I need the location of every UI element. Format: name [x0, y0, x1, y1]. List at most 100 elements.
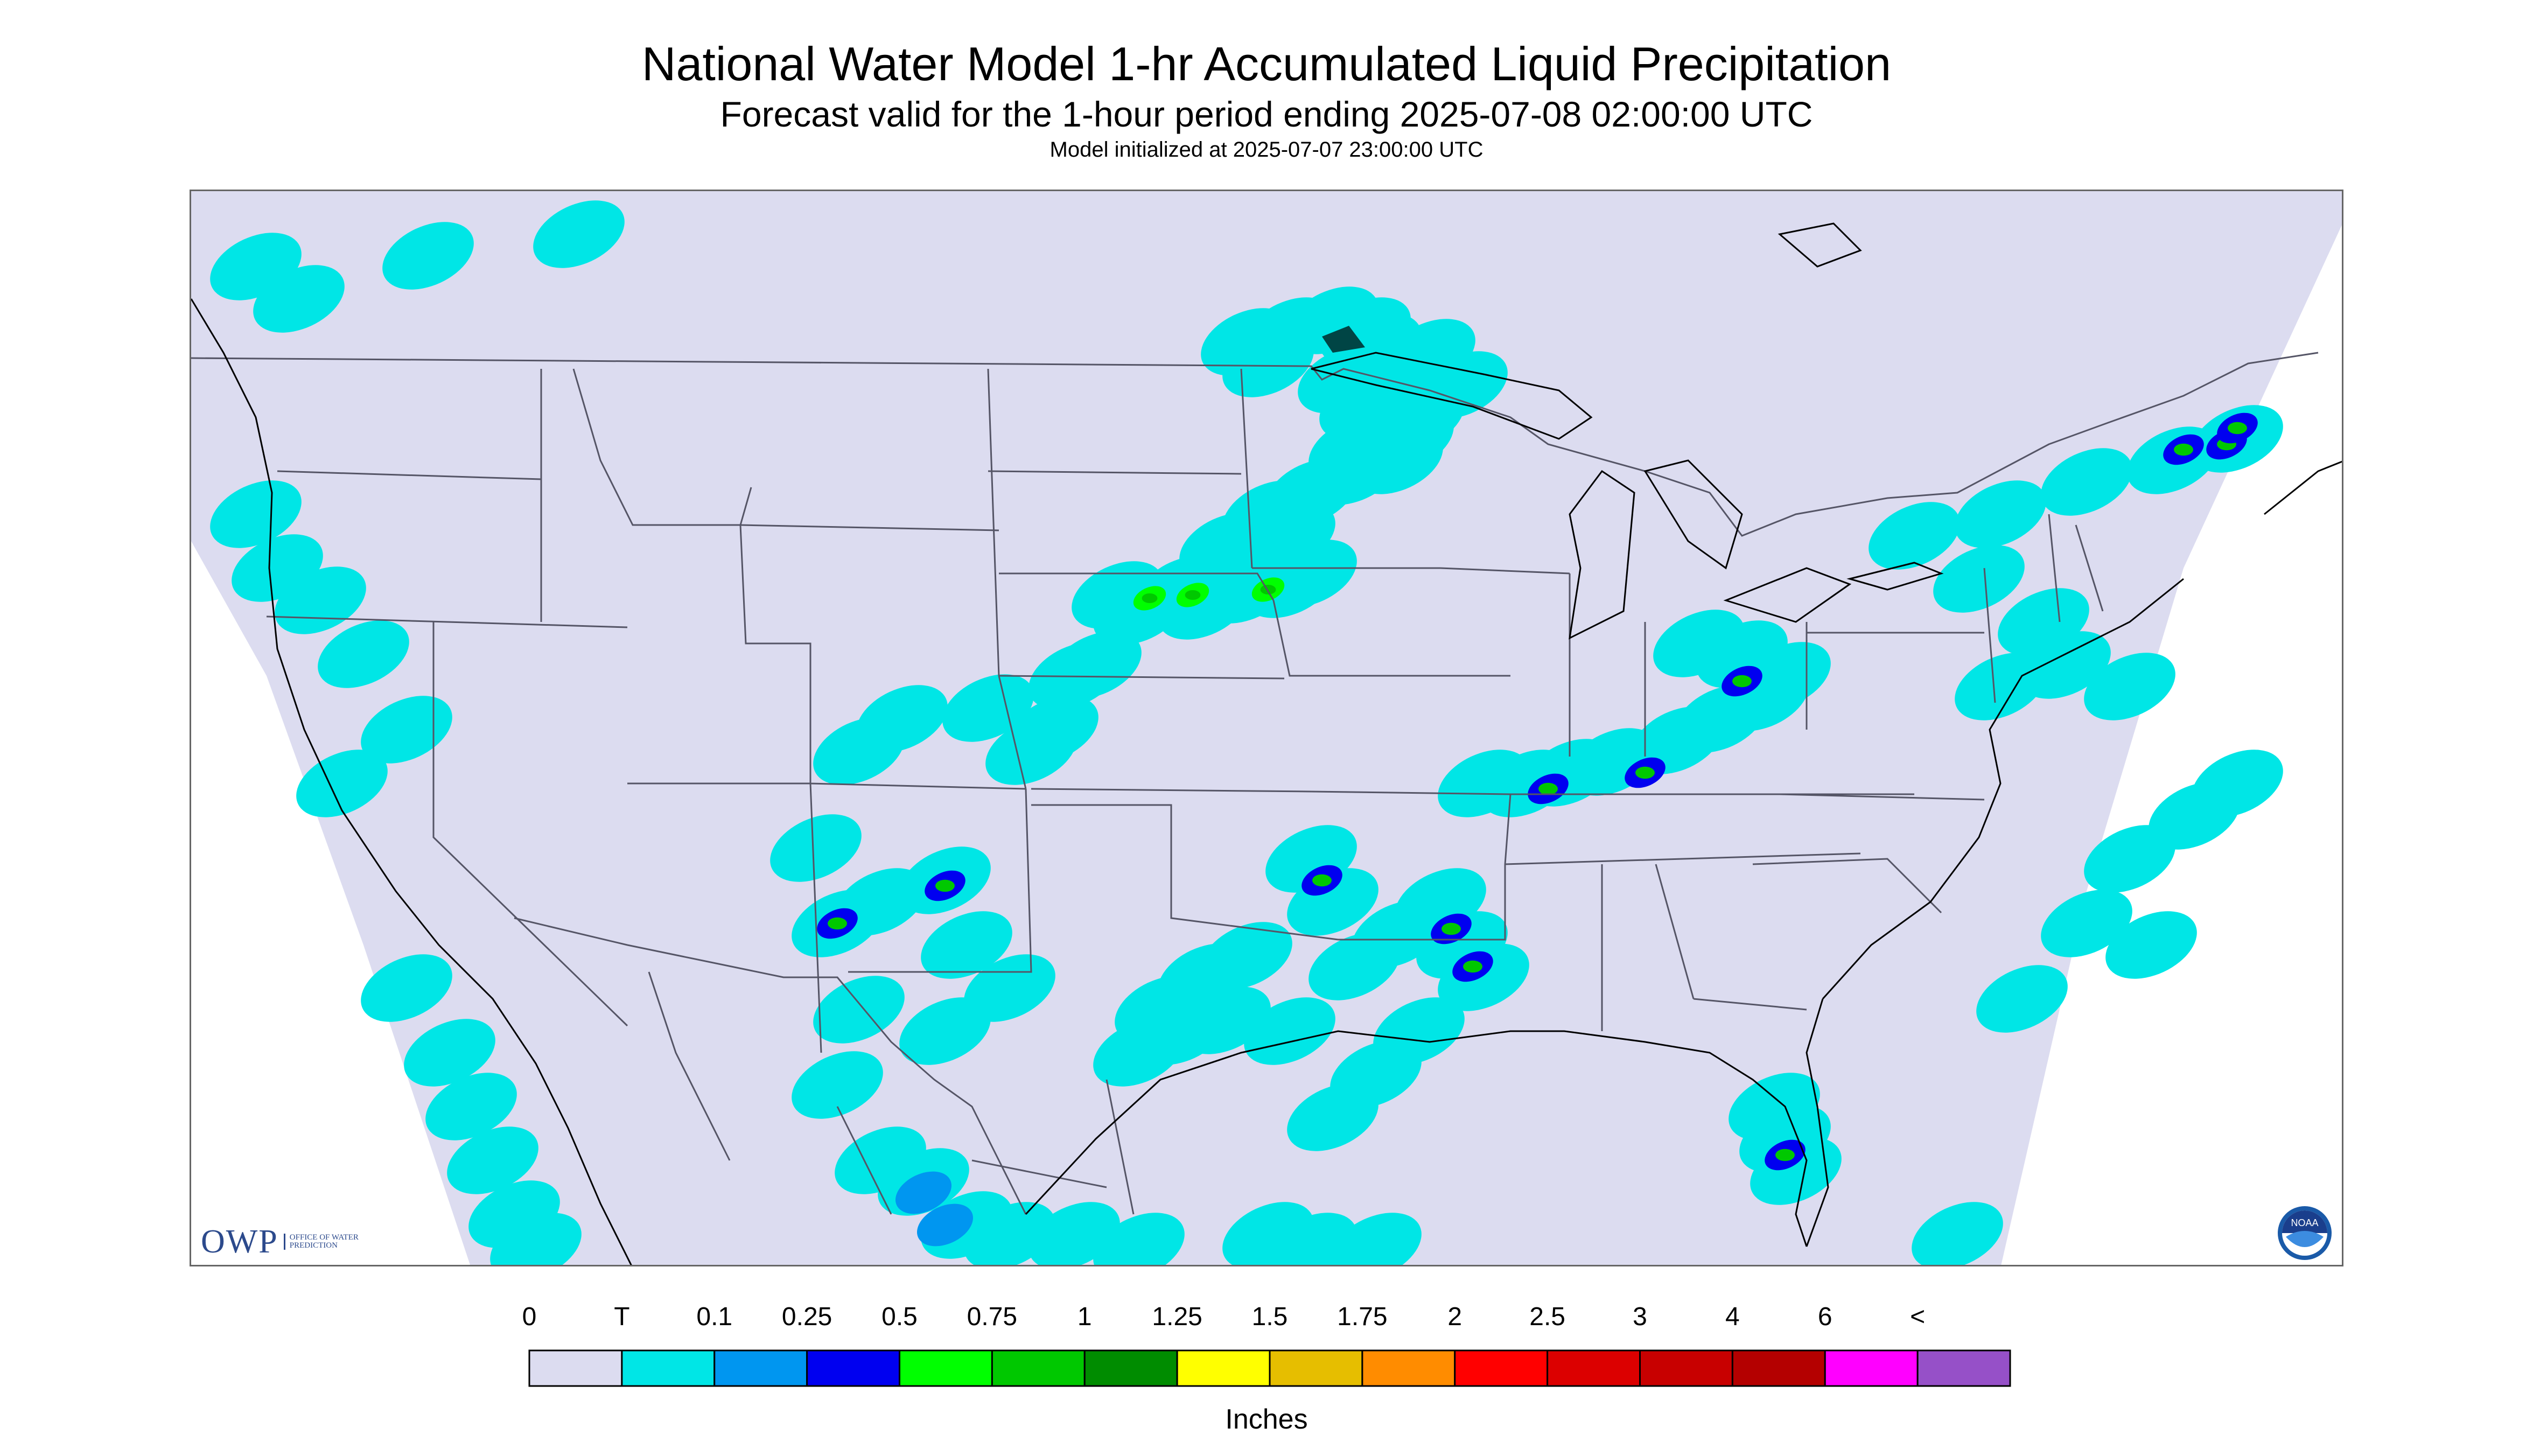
- precip-cell-northern-minnesota-5: [1319, 373, 1411, 440]
- legend-label-1: T: [614, 1303, 630, 1331]
- legend-bin-4: [899, 1349, 993, 1387]
- legend-bin-14: [1824, 1349, 1919, 1387]
- legend-label-12: 3: [1633, 1303, 1647, 1331]
- wa-or-line: [277, 470, 542, 480]
- model-domain-area: [191, 191, 2342, 1265]
- ga-fl-line: [1693, 998, 1807, 1011]
- hudson-bay-island: [1778, 222, 1862, 268]
- tn-south: [1505, 852, 1861, 865]
- sd-ne-line: [999, 572, 1275, 601]
- florida-east-coast: [1806, 998, 1829, 1247]
- model-init-line: Model initialized at 2025-07-07 23:00:00…: [1049, 138, 1484, 162]
- montana-east: [987, 368, 1000, 676]
- or-ca-nv-line: [266, 615, 628, 628]
- legend-label-0: 0: [522, 1303, 537, 1331]
- precip-cell-mexico-core-0: [917, 1203, 973, 1247]
- precip-cell-pacific-northwest-5: [296, 750, 388, 817]
- precip-cell-ohio-valley-band-9: [1653, 610, 1745, 677]
- precip-cell-baja-pacific-1: [425, 1073, 517, 1140]
- precip-core-northeast-core-2: [2228, 422, 2247, 435]
- precip-core-florida-core-0: [1775, 1149, 1795, 1161]
- precip-cell-northeast-band-5: [1933, 545, 2025, 613]
- legend-bin-2: [713, 1349, 808, 1387]
- precip-cell-gulf-cells-6: [1330, 1213, 1422, 1265]
- precip-core-nebraska-iowa-core-0: [1185, 590, 1201, 600]
- precip-cell-pacific-northwest-0: [210, 480, 302, 548]
- al-ga-line: [1655, 864, 1695, 999]
- precip-core-ohio-valley-core-0: [1538, 782, 1558, 795]
- legend-bin-0: [528, 1349, 623, 1387]
- precip-cell-new-mexico-cells-2: [921, 911, 1012, 979]
- map-canvas: [191, 191, 2342, 1265]
- precip-core-new-mexico-core-0: [935, 879, 955, 892]
- precip-core-ohio-valley-core-2: [1635, 766, 1655, 779]
- legend-bin-13: [1731, 1349, 1826, 1387]
- precip-cell-florida-2: [1729, 1073, 1820, 1140]
- gulf-coast: [1025, 1030, 1808, 1247]
- precip-cell-northern-mexico-cells-0: [792, 1051, 883, 1119]
- legend-bin-8: [1269, 1349, 1363, 1387]
- legend-label-13: 4: [1725, 1303, 1740, 1331]
- precip-cell-nebraska-iowa-band-4: [1265, 540, 1357, 607]
- legend-bin-11: [1547, 1349, 1641, 1387]
- co-ks-line: [998, 675, 1027, 789]
- noaa-logo-text: NOAA: [2291, 1217, 2318, 1228]
- us-mexico-border: [514, 917, 1027, 1215]
- precip-cell-pacific-northwest-7: [253, 265, 345, 333]
- legend-bin-1: [621, 1349, 716, 1387]
- precip-cell-lake-superior-north-2: [1416, 351, 1508, 419]
- precip-cell-pacific-northwest-8: [382, 222, 474, 290]
- legend-label-11: 2.5: [1529, 1303, 1565, 1331]
- precip-cell-pacific-northwest-4: [361, 696, 452, 764]
- precip-cell-northern-mexico-cells-8: [899, 997, 991, 1065]
- precip-cell-baja-pacific-0: [404, 1019, 495, 1087]
- iowa-mo-line: [1272, 600, 1510, 677]
- precip-cell-mexico-core-1: [895, 1171, 951, 1214]
- precip-cell-gulf-cells-2: [1244, 997, 1335, 1065]
- precip-core-northeast-core-1: [2174, 443, 2193, 456]
- precip-cell-northern-mexico-cells-7: [813, 976, 905, 1044]
- legend-label-7: 1.25: [1152, 1303, 1202, 1331]
- precip-cell-southeast-atlantic-5: [2105, 911, 2197, 979]
- legend-bin-7: [1176, 1349, 1271, 1387]
- precip-cell-mississippi-cells-4: [1309, 933, 1400, 1000]
- precip-cell-minnesota-wisconsin-line-3: [1352, 426, 1443, 494]
- montana-south: [740, 524, 999, 531]
- precip-cell-northern-mexico-cells-6: [1093, 1213, 1185, 1265]
- ok-tx-line: [1031, 804, 1339, 941]
- pacific-coast: [191, 298, 632, 1265]
- precip-cell-southeast-atlantic-1: [2041, 890, 2132, 957]
- nd-sd-line: [988, 470, 1242, 475]
- legend-label-4: 0.5: [881, 1303, 918, 1331]
- precip-core-new-mexico-core-1: [828, 917, 847, 930]
- nm-tx-line: [848, 788, 1032, 973]
- precip-core-mississippi-core-1: [1463, 960, 1482, 973]
- legend-bin-12: [1639, 1349, 1733, 1387]
- precip-cell-northeast-band-8: [1955, 653, 2046, 720]
- nd-mn-line: [1240, 368, 1253, 569]
- legend-label-14: 6: [1817, 1303, 1832, 1331]
- legend-label-9: 1.75: [1337, 1303, 1388, 1331]
- legend-label-15: <: [1910, 1303, 1926, 1331]
- legend-bin-3: [806, 1349, 900, 1387]
- legend-bin-9: [1361, 1349, 1456, 1387]
- precip-cell-kansas-cells-6: [813, 717, 905, 785]
- precip-cell-baja-pacific-5: [361, 954, 452, 1022]
- precip-layer: [210, 200, 2283, 1265]
- precip-core-mississippi-core-2: [1312, 874, 1332, 887]
- legend-bin-15: [1916, 1349, 2011, 1387]
- precip-core-mississippi-core-0: [1442, 922, 1461, 935]
- legend-boxes: [528, 1349, 2011, 1387]
- precip-cell-southeast-atlantic-4: [2192, 750, 2283, 817]
- precip-cell-northeast-band-2: [2041, 448, 2132, 516]
- legend-bin-10: [1454, 1349, 1549, 1387]
- precip-cell-southeast-atlantic-2: [2084, 825, 2175, 893]
- mexico-lines: [648, 971, 1135, 1215]
- precip-cell-gulf-cells-3: [1373, 997, 1465, 1065]
- noaa-logo-icon: NOAA: [2278, 1206, 2332, 1260]
- precip-core-nebraska-iowa-core-1: [1260, 585, 1276, 594]
- nova-scotia-coast: [2264, 460, 2342, 515]
- precip-cell-baja-pacific-4: [490, 1213, 582, 1265]
- precip-cell-northeast-band-9: [2084, 653, 2175, 720]
- precip-cell-pacific-northwest-3: [318, 620, 409, 688]
